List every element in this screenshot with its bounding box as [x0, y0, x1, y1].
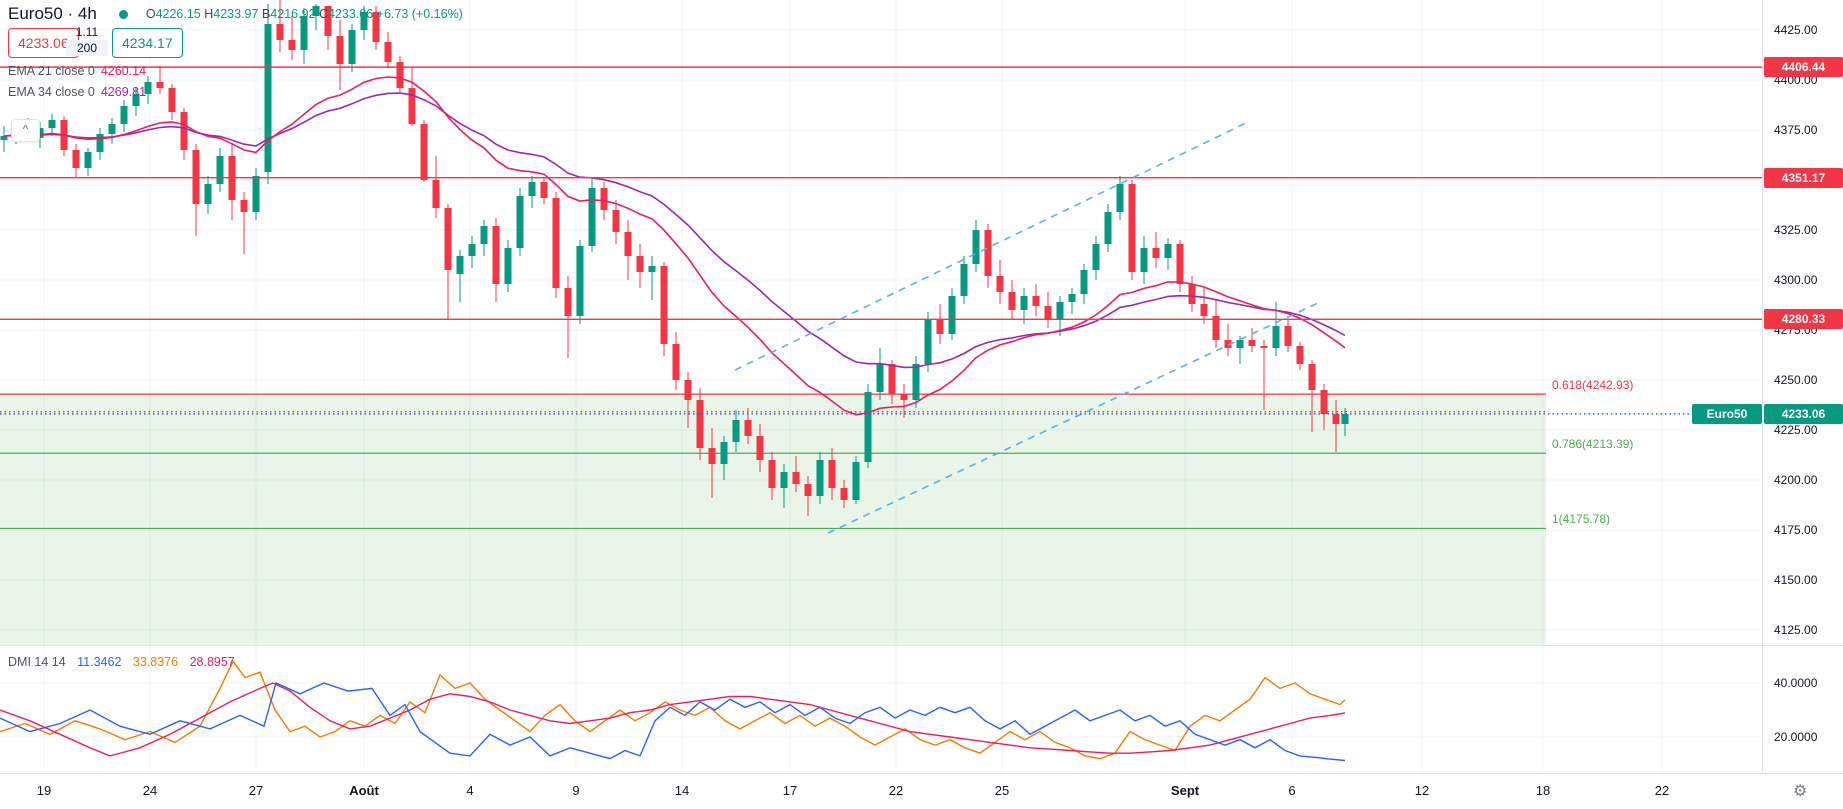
- price-tick[interactable]: 4375.00: [1774, 123, 1818, 137]
- time-axis-label[interactable]: 22: [1654, 783, 1670, 798]
- spread-indicator: 1.11 200: [66, 25, 108, 56]
- level-price-badge: 4280.33: [1764, 309, 1843, 330]
- time-axis-label[interactable]: 14: [674, 783, 690, 798]
- time-axis-label[interactable]: Août: [349, 783, 379, 798]
- close-value: 4233.06: [328, 7, 374, 21]
- open-label: O: [145, 7, 156, 21]
- ema21-value: 4260.14: [100, 64, 147, 78]
- level-price-badge: 4406.44: [1764, 57, 1843, 78]
- last-price-badge: 4233.06: [1764, 403, 1843, 424]
- dmi-minus-di-value: 33.8376: [132, 655, 179, 669]
- time-axis-label[interactable]: 24: [142, 783, 158, 798]
- symbol-price-tag: Euro50: [1692, 403, 1762, 424]
- close-label: C: [318, 7, 328, 21]
- gridlines: [0, 0, 1762, 773]
- ohlc-values: O4226.15 H4233.97 B4216.92 C4233.06 +6.7…: [146, 7, 463, 21]
- time-axis-label[interactable]: 19: [36, 783, 52, 798]
- dmi-tick[interactable]: 40.0000: [1774, 676, 1818, 690]
- dmi-plus-di-line: [0, 682, 1346, 762]
- fib-level-label: 0.618(4242.93): [1552, 378, 1634, 393]
- price-tick[interactable]: 4125.00: [1774, 623, 1818, 637]
- price-tick[interactable]: 4325.00: [1774, 223, 1818, 237]
- chevron-up-icon: ^: [22, 122, 29, 136]
- symbol-title[interactable]: Euro50 · 4h: [8, 4, 97, 23]
- high-label: H: [204, 7, 214, 21]
- low-label: B: [261, 7, 271, 21]
- time-axis-label[interactable]: Sept: [1170, 783, 1200, 798]
- symbol-legend[interactable]: Euro50 · 4h O4226.15 H4233.97 B4216.92 C…: [8, 4, 463, 24]
- time-axis-label[interactable]: 4: [466, 783, 474, 798]
- price-tick[interactable]: 4425.00: [1774, 23, 1818, 37]
- market-status-dot-icon: [118, 9, 128, 19]
- dmi-label: DMI 14 14: [8, 655, 66, 669]
- ema21-legend[interactable]: EMA 21 close 0 4260.14: [8, 64, 146, 78]
- price-tick[interactable]: 4250.00: [1774, 373, 1818, 387]
- ema21-label: EMA 21 close 0: [8, 64, 95, 78]
- timezone-settings-button[interactable]: ⚙: [1793, 781, 1807, 801]
- dmi-minus-di-line: [0, 660, 1346, 760]
- gear-icon: ⚙: [1793, 783, 1808, 800]
- dmi-tick[interactable]: 20.0000: [1774, 730, 1818, 744]
- change-value: +6.73 (+0.16%): [376, 7, 463, 21]
- high-value: 4233.97: [213, 7, 259, 21]
- ema34-line: [3, 92, 1346, 369]
- time-axis-label[interactable]: 9: [572, 783, 580, 798]
- price-axis-separator: [1762, 0, 1763, 773]
- low-value: 4216.92: [270, 7, 316, 21]
- buy-price-button[interactable]: 4234.17: [112, 28, 183, 58]
- spread-value: 1.11: [75, 25, 99, 39]
- countdown-value: 200: [66, 40, 108, 56]
- pane-separator[interactable]: [0, 645, 1843, 646]
- fib-zone: [0, 394, 1546, 645]
- ema34-label: EMA 34 close 0: [8, 85, 95, 99]
- fib-level-label: 1(4175.78): [1552, 512, 1611, 527]
- price-tick[interactable]: 4300.00: [1774, 273, 1818, 287]
- dmi-legend[interactable]: DMI 14 14 11.3462 33.8376 28.8957: [8, 655, 235, 669]
- time-axis-label[interactable]: 25: [994, 783, 1010, 798]
- time-axis-label[interactable]: 18: [1535, 783, 1551, 798]
- time-axis-label[interactable]: 12: [1414, 783, 1430, 798]
- time-axis-separator: [0, 773, 1843, 774]
- time-axis-label[interactable]: 27: [248, 783, 264, 798]
- price-tick[interactable]: 4175.00: [1774, 523, 1818, 537]
- time-axis-label[interactable]: 17: [782, 783, 798, 798]
- price-tick[interactable]: 4150.00: [1774, 573, 1818, 587]
- fib-level-label: 0.786(4213.39): [1552, 437, 1634, 452]
- legend-collapse-button[interactable]: ^: [11, 119, 40, 142]
- price-tick[interactable]: 4225.00: [1774, 423, 1818, 437]
- ema21-line: [3, 76, 1346, 416]
- ema34-value: 4269.81: [100, 85, 147, 99]
- time-axis-label[interactable]: 6: [1288, 783, 1296, 798]
- level-price-badge: 4351.17: [1764, 167, 1843, 188]
- dmi-adx-value: 28.8957: [189, 655, 235, 669]
- ema34-legend[interactable]: EMA 34 close 0 4269.81: [8, 85, 146, 99]
- dmi-plus-di-value: 11.3462: [77, 655, 122, 669]
- time-axis-label[interactable]: 22: [888, 783, 904, 798]
- candles: [0, 0, 1349, 516]
- dmi-adx-line: [0, 682, 1346, 757]
- channel-line-0: [734, 121, 1249, 371]
- price-tick[interactable]: 4200.00: [1774, 473, 1818, 487]
- open-value: 4226.15: [155, 7, 201, 21]
